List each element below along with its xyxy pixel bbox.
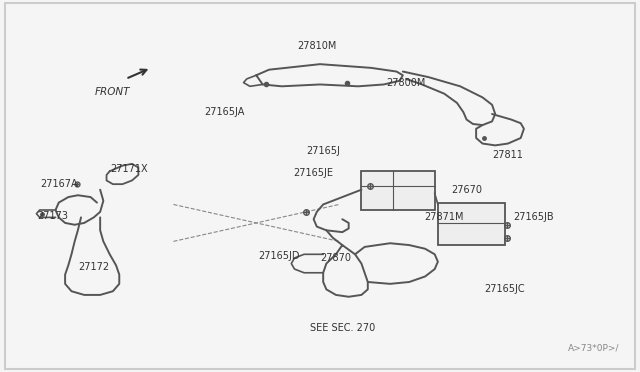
Text: 27165JD: 27165JD [258,251,300,261]
Bar [438,203,505,245]
Text: 27165J: 27165J [307,146,340,156]
Text: 27167A: 27167A [40,179,77,189]
Text: 27800M: 27800M [387,78,426,88]
Text: 27165JA: 27165JA [204,107,244,117]
Text: 27165JB: 27165JB [513,212,554,222]
Text: 27173: 27173 [37,211,68,221]
Text: 27165JC: 27165JC [484,284,525,294]
Text: SEE SEC. 270: SEE SEC. 270 [310,323,375,333]
Text: 27871M: 27871M [424,212,464,222]
Text: 27670: 27670 [451,185,482,195]
Bar [362,171,435,210]
Text: 27172: 27172 [78,262,109,272]
Text: 27171X: 27171X [110,164,148,174]
Text: 27870: 27870 [321,253,351,263]
Text: 27810M: 27810M [297,41,337,51]
Text: 27165JE: 27165JE [294,168,333,178]
Text: 27811: 27811 [493,150,524,160]
Text: A>73*0P>/: A>73*0P>/ [568,344,620,353]
Text: FRONT: FRONT [95,87,131,97]
